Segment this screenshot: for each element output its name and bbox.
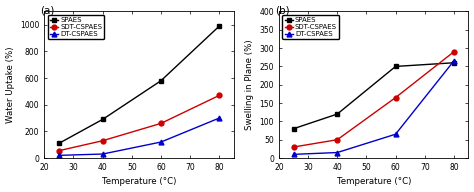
SPAES xyxy=(158,80,164,82)
DT-CSPAES xyxy=(158,141,164,143)
DT-CSPAES xyxy=(291,153,296,156)
SDT-CSPAES xyxy=(56,150,62,152)
SPAES xyxy=(291,127,296,130)
SPAES xyxy=(217,25,222,27)
X-axis label: Temperature (°C): Temperature (°C) xyxy=(102,177,176,186)
Line: DT-CSPAES: DT-CSPAES xyxy=(56,116,222,158)
DT-CSPAES xyxy=(393,133,399,135)
Line: DT-CSPAES: DT-CSPAES xyxy=(291,59,456,157)
SPAES xyxy=(451,62,457,64)
SPAES xyxy=(56,142,62,145)
SDT-CSPAES xyxy=(291,146,296,148)
Line: SDT-CSPAES: SDT-CSPAES xyxy=(291,49,456,149)
DT-CSPAES xyxy=(100,153,106,155)
SDT-CSPAES xyxy=(451,51,457,53)
DT-CSPAES xyxy=(56,154,62,156)
SDT-CSPAES xyxy=(335,139,340,141)
Legend: SPAES, SDT-CSPAES, DT-CSPAES: SPAES, SDT-CSPAES, DT-CSPAES xyxy=(283,15,339,39)
SPAES xyxy=(100,118,106,121)
Line: SPAES: SPAES xyxy=(291,60,456,131)
Y-axis label: Water Uptake (%): Water Uptake (%) xyxy=(6,46,15,123)
Text: (a): (a) xyxy=(41,6,55,16)
Legend: SPAES, SDT-CSPAES, DT-CSPAES: SPAES, SDT-CSPAES, DT-CSPAES xyxy=(48,15,104,39)
SPAES xyxy=(393,65,399,68)
DT-CSPAES xyxy=(335,151,340,154)
DT-CSPAES xyxy=(217,117,222,119)
SDT-CSPAES xyxy=(158,122,164,125)
SDT-CSPAES xyxy=(100,140,106,142)
Line: SPAES: SPAES xyxy=(56,24,222,146)
SPAES xyxy=(335,113,340,115)
SDT-CSPAES xyxy=(393,96,399,99)
SDT-CSPAES xyxy=(217,94,222,97)
Line: SDT-CSPAES: SDT-CSPAES xyxy=(56,93,222,153)
Text: (b): (b) xyxy=(275,6,290,16)
Y-axis label: Swelling in Plane (%): Swelling in Plane (%) xyxy=(245,39,254,130)
DT-CSPAES xyxy=(451,60,457,62)
X-axis label: Temperature (°C): Temperature (°C) xyxy=(337,177,411,186)
